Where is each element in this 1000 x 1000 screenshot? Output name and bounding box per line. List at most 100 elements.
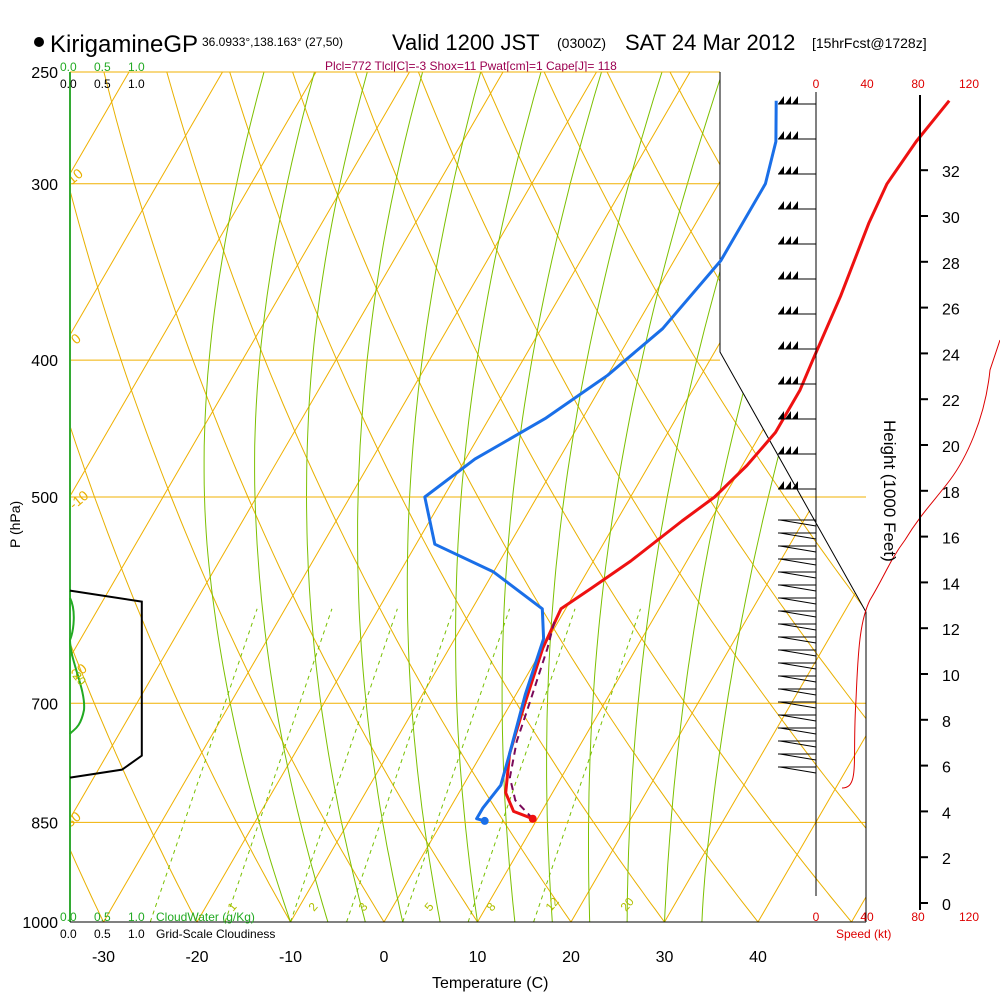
height-tick-label: 20 (942, 439, 960, 456)
wind-barb (778, 662, 817, 670)
barb-feather (779, 545, 817, 553)
barb-flag (785, 306, 791, 314)
cloudwater-scale-bottom: 0.0 (60, 910, 77, 924)
wind-barb (778, 753, 817, 761)
wind-barb (778, 131, 816, 140)
barb-feather (779, 558, 817, 566)
wind-barb (778, 166, 816, 175)
station-name: KirigamineGP (50, 31, 198, 58)
height-tick-label: 14 (942, 576, 960, 593)
barb-flag (785, 376, 791, 384)
wind-barb (778, 481, 816, 490)
barb-feather (779, 766, 817, 774)
sounding-params: Plcl=772 Tlcl[C]=-3 Shox=11 Pwat[cm]=1 C… (325, 59, 617, 73)
dry-adiabat (70, 72, 309, 922)
wind-barb (778, 519, 817, 527)
dry-adiabat (532, 72, 866, 922)
plot-frame-right (719, 72, 867, 922)
barb-flag (792, 131, 798, 139)
barb-flag (785, 446, 791, 454)
mixing-ratio-label: 20 (618, 894, 638, 913)
barb-flag (778, 411, 784, 419)
wind-barb (778, 714, 817, 722)
wind-barb (778, 532, 817, 540)
wind-barb (778, 571, 817, 579)
wind-barb (778, 341, 816, 350)
surface-temp-marker (528, 814, 537, 823)
height-tick-label: 10 (942, 668, 960, 685)
cloudiness-scale-top: 1.0 (128, 77, 145, 91)
speed-scale-bottom: 80 (911, 910, 925, 924)
barb-flag (778, 341, 784, 349)
station-bullet-icon (34, 37, 44, 47)
barb-feather (779, 584, 817, 592)
pressure-label: 250 (31, 65, 58, 82)
x-tick-label: -20 (185, 949, 208, 966)
height-tick-label: 16 (942, 531, 960, 548)
barb-flag (778, 446, 784, 454)
wind-barb (778, 376, 816, 385)
dry-adiabat-label: 30 (62, 808, 84, 830)
barb-flag (792, 166, 798, 174)
barb-flag (792, 411, 798, 419)
mixing-ratio-line (346, 608, 454, 922)
x-tick-label: 10 (469, 949, 487, 966)
dry-adiabat (283, 72, 783, 922)
moist-adiabat (254, 72, 329, 922)
cloudiness-scale-top: 0.5 (94, 77, 111, 91)
height-tick-label: 26 (942, 302, 960, 319)
wind-barb (778, 766, 817, 774)
barb-feather (779, 675, 817, 683)
height-tick-label: 0 (942, 897, 951, 914)
barb-feather (779, 519, 817, 527)
isotherm-line (664, 72, 866, 922)
isotherm-line (0, 72, 36, 922)
zulu-time: (0300Z) (557, 35, 606, 51)
speed-scale-bottom: 0 (813, 910, 820, 924)
mixing-ratio-line (533, 608, 641, 922)
height-tick-label: 28 (942, 256, 960, 273)
dry-adiabat (0, 47, 23, 952)
moist-adiabat (406, 72, 482, 922)
wind-barb (778, 411, 816, 420)
barb-flag (792, 201, 798, 209)
wind-barb (778, 597, 817, 605)
barb-flag (778, 271, 784, 279)
barb-flag (792, 481, 798, 489)
x-tick-label: 30 (656, 949, 674, 966)
barb-flag (785, 96, 791, 104)
x-axis-label: Temperature (C) (432, 975, 548, 992)
dry-adiabat (70, 72, 119, 922)
pressure-label: 400 (31, 353, 58, 370)
height-tick-label: 18 (942, 485, 960, 502)
moist-adiabat (357, 72, 424, 922)
height-tick-label: 4 (942, 805, 951, 822)
mixing-ratio-label: 5 (422, 900, 437, 914)
dry-adiabat (97, 72, 498, 922)
x-tick-label: -10 (279, 949, 302, 966)
pressure-label: 1000 (22, 915, 58, 932)
pressure-label: 300 (31, 177, 58, 194)
mixing-ratio-line (224, 608, 333, 922)
barb-flag (792, 446, 798, 454)
barb-feather (779, 623, 817, 631)
dry-adiabat (968, 47, 1000, 952)
barb-feather (779, 636, 817, 644)
moist-adiabat (588, 72, 723, 922)
x-tick-label: -30 (92, 949, 115, 966)
barb-flag (792, 376, 798, 384)
wind-barb (778, 201, 816, 210)
barb-flag (785, 166, 791, 174)
mixing-ratio-line (467, 608, 576, 922)
pressure-label: 500 (31, 490, 58, 507)
barb-feather (779, 740, 817, 748)
moist-adiabat (203, 72, 291, 922)
barb-flag (778, 481, 784, 489)
barb-feather (779, 688, 817, 696)
scales: 0.0 0.5 1.00.0 0.5 1.00.0 0.5 1.00.0 0.5 1.00040… (60, 60, 979, 941)
height-tick-label: 12 (942, 622, 960, 639)
barb-flag (778, 166, 784, 174)
wind-barb (778, 558, 817, 566)
